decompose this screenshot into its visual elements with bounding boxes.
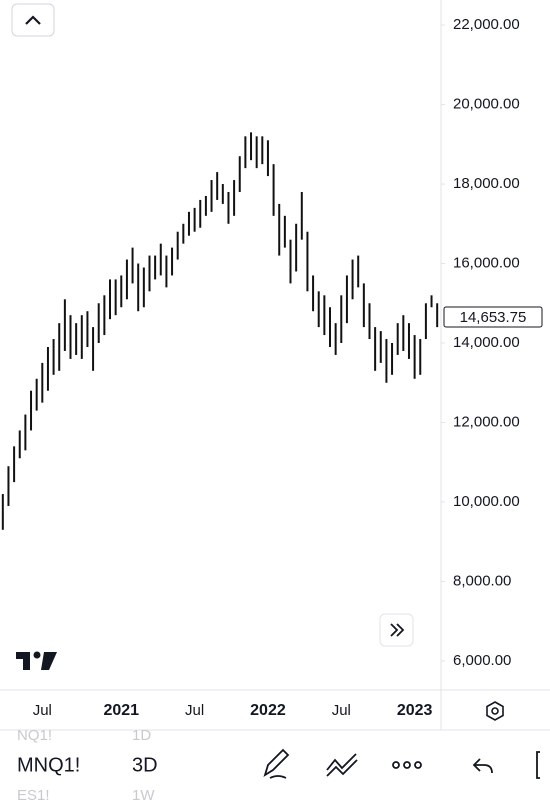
x-tick-label: Jul [33,702,52,719]
last-price-label: 14,653.75 [460,309,527,326]
x-tick-label: 2023 [397,702,433,719]
collapse-button[interactable] [11,3,55,37]
interval-next: 1W [132,787,155,800]
scroll-right-button[interactable] [379,613,414,647]
fullscreen-button[interactable] [536,751,540,779]
undo-button[interactable] [472,758,493,774]
last-price-box [443,306,543,328]
indicator-tool[interactable] [326,753,358,777]
y-tick-label: 12,000.00 [453,413,520,430]
y-tick-label: 14,000.00 [453,334,520,351]
y-tick-label: 16,000.00 [453,254,520,271]
y-tick-label: 6,000.00 [453,652,511,669]
symbol[interactable]: MNQ1! [17,754,80,776]
x-tick-label: 2021 [103,702,139,719]
interval[interactable]: 3D [132,754,158,776]
y-tick-label: 18,000.00 [453,175,520,192]
tradingview-logo [16,651,57,670]
symbol-next: ES1! [17,787,50,800]
draw-tool[interactable] [263,748,290,779]
symbol-prev: NQ1! [17,727,52,744]
x-tick-label: Jul [332,702,351,719]
more-button[interactable] [392,761,422,769]
interval-prev: 1D [132,727,151,744]
y-tick-label: 10,000.00 [453,493,520,510]
x-tick-label: 2022 [250,702,286,719]
x-tick-label: Jul [185,702,204,719]
settings-button[interactable] [486,701,504,721]
y-tick-label: 8,000.00 [453,572,511,589]
y-tick-label: 22,000.00 [453,16,520,33]
y-tick-label: 20,000.00 [453,96,520,113]
